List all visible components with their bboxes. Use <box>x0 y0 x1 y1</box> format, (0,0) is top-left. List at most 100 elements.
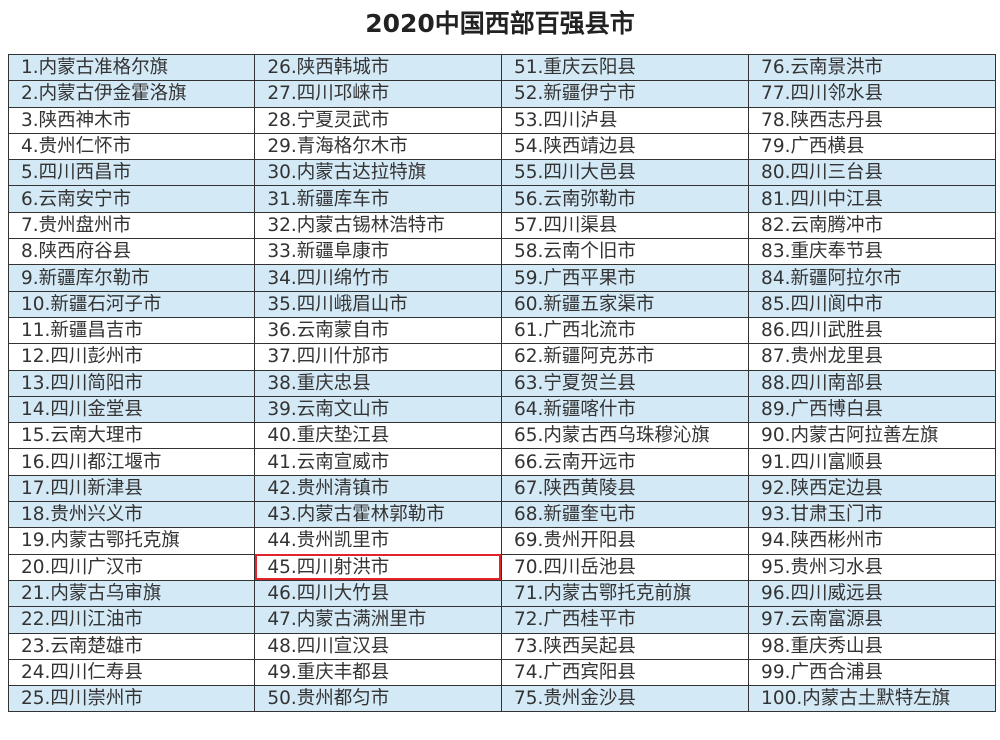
table-cell: 70.四川岳池县 <box>500 553 750 581</box>
table-cell: 53.四川泸县 <box>500 106 750 134</box>
table-cell: 75.贵州金沙县 <box>500 685 750 713</box>
table-row: 5.四川西昌市 30.内蒙古达拉特旗 55.四川大邑县 80.四川三台县 <box>7 159 996 187</box>
table-cell: 8.陕西府谷县 <box>7 238 256 266</box>
table-cell: 86.四川武胜县 <box>748 316 996 345</box>
table-cell: 80.四川三台县 <box>748 159 996 187</box>
table-row: 21.内蒙古乌审旗 46.四川大竹县 71.内蒙古鄂托克前旗 96.四川威远县 <box>7 579 996 608</box>
table-row: 6.云南安宁市 31.新疆库车市 56.云南弥勒市 81.四川中江县 <box>7 185 996 213</box>
table-cell: 72.广西桂平市 <box>500 606 750 634</box>
table-cell: 97.云南富源县 <box>748 606 996 634</box>
table-cell: 33.新疆阜康市 <box>254 238 502 266</box>
table-cell: 9.新疆库尔勒市 <box>7 264 256 292</box>
table-cell: 91.四川富顺县 <box>748 448 996 476</box>
table-cell: 14.四川金堂县 <box>7 395 256 424</box>
table-cell: 96.四川威远县 <box>748 579 996 608</box>
table-cell: 98.重庆秀山县 <box>748 632 996 660</box>
table-cell: 76.云南景洪市 <box>748 53 996 82</box>
table-cell: 12.四川彭州市 <box>7 343 256 371</box>
table-cell: 31.新疆库车市 <box>254 185 502 213</box>
table-cell: 67.陕西黄陵县 <box>500 474 750 503</box>
table-row: 11.新疆昌吉市 36.云南蒙自市 61.广西北流市 86.四川武胜县 <box>7 316 996 345</box>
table-cell: 42.贵州清镇市 <box>254 474 502 503</box>
table-row: 25.四川崇州市 50.贵州都匀市 75.贵州金沙县 100.内蒙古土默特左旗 <box>7 685 996 713</box>
table-row: 1.内蒙古准格尔旗 26.陕西韩城市 51.重庆云阳县 76.云南景洪市 <box>7 53 996 82</box>
table-cell: 71.内蒙古鄂托克前旗 <box>500 579 750 608</box>
table-cell: 84.新疆阿拉尔市 <box>748 264 996 292</box>
table-cell: 52.新疆伊宁市 <box>500 80 750 108</box>
table-cell: 69.贵州开阳县 <box>500 527 750 555</box>
table-row: 12.四川彭州市 37.四川什邡市 62.新疆阿克苏市 87.贵州龙里县 <box>7 343 996 371</box>
table-cell: 37.四川什邡市 <box>254 343 502 371</box>
table-cell: 36.云南蒙自市 <box>254 316 502 345</box>
table-cell: 26.陕西韩城市 <box>254 53 502 82</box>
table-row: 14.四川金堂县 39.云南文山市 64.新疆喀什市 89.广西博白县 <box>7 395 996 424</box>
table-row: 10.新疆石河子市 35.四川峨眉山市 60.新疆五家渠市 85.四川阆中市 <box>7 290 996 318</box>
table-cell: 10.新疆石河子市 <box>7 290 256 318</box>
table-cell: 93.甘肃玉门市 <box>748 501 996 529</box>
table-row: 8.陕西府谷县 33.新疆阜康市 58.云南个旧市 83.重庆奉节县 <box>7 238 996 266</box>
table-cell: 54.陕西靖边县 <box>500 132 750 161</box>
table-row: 2.内蒙古伊金霍洛旗 27.四川邛崃市 52.新疆伊宁市 77.四川邻水县 <box>7 80 996 108</box>
table-cell: 50.贵州都匀市 <box>254 685 502 713</box>
table-row: 13.四川简阳市 38.重庆忠县 63.宁夏贺兰县 88.四川南部县 <box>7 369 996 397</box>
table-cell: 68.新疆奎屯市 <box>500 501 750 529</box>
table-cell: 39.云南文山市 <box>254 395 502 424</box>
table-cell: 99.广西合浦县 <box>748 658 996 687</box>
table-cell: 38.重庆忠县 <box>254 369 502 397</box>
table-row: 4.贵州仁怀市 29.青海格尔木市 54.陕西靖边县 79.广西横县 <box>7 132 996 161</box>
table-cell: 65.内蒙古西乌珠穆沁旗 <box>500 422 750 450</box>
table-cell: 100.内蒙古土默特左旗 <box>748 685 996 713</box>
table-cell: 30.内蒙古达拉特旗 <box>254 159 502 187</box>
table-cell: 58.云南个旧市 <box>500 238 750 266</box>
table-row: 17.四川新津县 42.贵州清镇市 67.陕西黄陵县 92.陕西定边县 <box>7 474 996 503</box>
table-cell: 40.重庆垫江县 <box>254 422 502 450</box>
table-cell: 60.新疆五家渠市 <box>500 290 750 318</box>
table-cell: 41.云南宣威市 <box>254 448 502 476</box>
table-cell: 1.内蒙古准格尔旗 <box>7 53 256 82</box>
table-cell: 20.四川广汉市 <box>7 553 256 581</box>
table-cell: 92.陕西定边县 <box>748 474 996 503</box>
table-cell: 27.四川邛崃市 <box>254 80 502 108</box>
table-cell: 95.贵州习水县 <box>748 553 996 581</box>
table-row: 9.新疆库尔勒市 34.四川绵竹市 59.广西平果市 84.新疆阿拉尔市 <box>7 264 996 292</box>
table-cell: 13.四川简阳市 <box>7 369 256 397</box>
table-cell: 77.四川邻水县 <box>748 80 996 108</box>
ranking-table: 1.内蒙古准格尔旗 26.陕西韩城市 51.重庆云阳县 76.云南景洪市 2.内蒙古伊金… <box>7 53 996 713</box>
table-cell: 85.四川阆中市 <box>748 290 996 318</box>
table-cell: 94.陕西彬州市 <box>748 527 996 555</box>
table-row: 22.四川江油市 47.内蒙古满洲里市 72.广西桂平市 97.云南富源县 <box>7 606 996 634</box>
table-cell: 83.重庆奉节县 <box>748 238 996 266</box>
table-cell: 32.内蒙古锡林浩特市 <box>254 211 502 240</box>
table-cell: 66.云南开远市 <box>500 448 750 476</box>
table-row: 3.陕西神木市 28.宁夏灵武市 53.四川泸县 78.陕西志丹县 <box>7 106 996 134</box>
table-cell: 59.广西平果市 <box>500 264 750 292</box>
table-cell: 22.四川江油市 <box>7 606 256 634</box>
table-row: 18.贵州兴义市 43.内蒙古霍林郭勒市 68.新疆奎屯市 93.甘肃玉门市 <box>7 501 996 529</box>
table-cell: 51.重庆云阳县 <box>500 53 750 82</box>
table-cell: 73.陕西吴起县 <box>500 632 750 660</box>
table-row: 19.内蒙古鄂托克旗 44.贵州凯里市 69.贵州开阳县 94.陕西彬州市 <box>7 527 996 555</box>
table-cell: 79.广西横县 <box>748 132 996 161</box>
table-cell: 43.内蒙古霍林郭勒市 <box>254 501 502 529</box>
table-cell: 56.云南弥勒市 <box>500 185 750 213</box>
table-cell: 57.四川渠县 <box>500 211 750 240</box>
table-cell: 29.青海格尔木市 <box>254 132 502 161</box>
table-row: 23.云南楚雄市 48.四川宣汉县 73.陕西吴起县 98.重庆秀山县 <box>7 632 996 660</box>
table-row: 16.四川都江堰市 41.云南宣威市 66.云南开远市 91.四川富顺县 <box>7 448 996 476</box>
table-cell: 61.广西北流市 <box>500 316 750 345</box>
table-row: 24.四川仁寿县 49.重庆丰都县 74.广西宾阳县 99.广西合浦县 <box>7 658 996 687</box>
table-cell: 3.陕西神木市 <box>7 106 256 134</box>
table-cell: 82.云南腾冲市 <box>748 211 996 240</box>
table-cell: 16.四川都江堰市 <box>7 448 256 476</box>
table-cell: 7.贵州盘州市 <box>7 211 256 240</box>
table-cell: 2.内蒙古伊金霍洛旗 <box>7 80 256 108</box>
table-cell: 28.宁夏灵武市 <box>254 106 502 134</box>
table-cell: 23.云南楚雄市 <box>7 632 256 660</box>
table-row: 7.贵州盘州市 32.内蒙古锡林浩特市 57.四川渠县 82.云南腾冲市 <box>7 211 996 240</box>
table-cell: 90.内蒙古阿拉善左旗 <box>748 422 996 450</box>
table-cell: 18.贵州兴义市 <box>7 501 256 529</box>
table-cell: 88.四川南部县 <box>748 369 996 397</box>
table-cell: 64.新疆喀什市 <box>500 395 750 424</box>
highlighted-cell: 45.四川射洪市 <box>254 553 502 581</box>
table-cell: 63.宁夏贺兰县 <box>500 369 750 397</box>
